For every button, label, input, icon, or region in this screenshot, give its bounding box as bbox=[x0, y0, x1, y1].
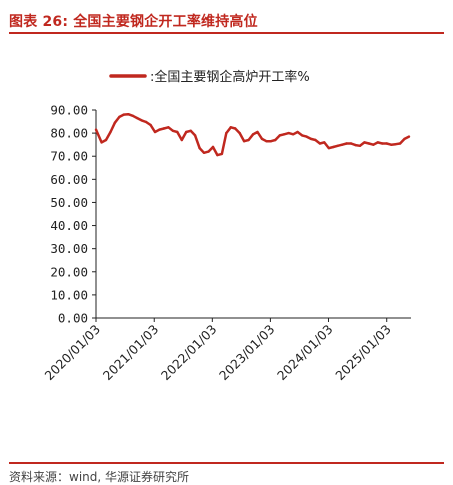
data-point bbox=[314, 138, 317, 142]
data-point bbox=[363, 141, 366, 144]
data-point bbox=[140, 119, 143, 122]
data-point bbox=[372, 143, 375, 146]
data-point bbox=[104, 138, 108, 142]
data-point bbox=[207, 150, 210, 153]
footer-divider bbox=[9, 462, 444, 464]
axes bbox=[95, 110, 411, 319]
data-point bbox=[167, 126, 170, 129]
data-point bbox=[198, 146, 201, 150]
data-point bbox=[269, 140, 273, 143]
data-point bbox=[398, 142, 402, 145]
data-point bbox=[403, 137, 406, 141]
data-point bbox=[109, 130, 112, 134]
data-point bbox=[394, 143, 397, 146]
data-point bbox=[381, 142, 384, 145]
chart-title: 图表 26: 全国主要钢企开工率维持高位 bbox=[9, 14, 258, 30]
data-point bbox=[247, 138, 250, 142]
data-point bbox=[318, 142, 322, 145]
data-point bbox=[136, 116, 139, 120]
data-point bbox=[229, 126, 232, 129]
line-chart: :全国主要钢企高炉开工率% 0.00 10.00 20.00 30.00 40.00 50… bbox=[42, 69, 411, 383]
data-point bbox=[354, 143, 357, 147]
x-tick-label: 2025/01/03 bbox=[332, 322, 394, 384]
data-point bbox=[367, 142, 371, 145]
data-point bbox=[292, 133, 295, 136]
data-point bbox=[118, 115, 121, 119]
y-tick-label: 90.00 bbox=[50, 103, 88, 118]
data-point bbox=[390, 143, 393, 146]
data-point bbox=[283, 133, 286, 136]
data-point bbox=[332, 145, 335, 149]
data-point bbox=[336, 144, 339, 147]
data-point bbox=[287, 131, 290, 135]
data-point bbox=[385, 142, 388, 145]
y-tick-label: 80.00 bbox=[50, 126, 88, 141]
data-point bbox=[176, 130, 179, 134]
data-point bbox=[407, 135, 411, 138]
y-tick-label: 50.00 bbox=[50, 195, 88, 210]
data-point bbox=[349, 142, 353, 145]
data-point bbox=[185, 130, 188, 134]
data-point bbox=[341, 143, 344, 146]
data-point bbox=[171, 129, 175, 132]
legend-label: :全国主要钢企高炉开工率% bbox=[150, 69, 310, 85]
data-point bbox=[100, 141, 103, 144]
data-point bbox=[300, 134, 304, 137]
data-point bbox=[149, 123, 152, 127]
x-tick-label: 2022/01/03 bbox=[158, 322, 220, 384]
data-point bbox=[265, 140, 268, 143]
data-point bbox=[113, 121, 117, 124]
x-tick-label: 2023/01/03 bbox=[216, 322, 278, 384]
data-point bbox=[193, 134, 197, 137]
data-point bbox=[144, 120, 148, 124]
data-point bbox=[225, 131, 228, 135]
data-point bbox=[131, 114, 134, 118]
x-ticks: 2020/01/032021/01/032022/01/032023/01/03… bbox=[42, 318, 394, 383]
data-point bbox=[122, 113, 126, 116]
data-point bbox=[158, 128, 161, 131]
data-point bbox=[274, 138, 277, 142]
data-point bbox=[256, 130, 259, 134]
data-point bbox=[323, 141, 326, 144]
data-point bbox=[260, 137, 264, 141]
data-point bbox=[327, 146, 330, 150]
data-point bbox=[238, 131, 241, 135]
data-point bbox=[216, 153, 219, 157]
data-point bbox=[234, 127, 237, 130]
data-point bbox=[153, 130, 157, 134]
y-tick-label: 0.00 bbox=[58, 311, 88, 326]
data-point bbox=[278, 134, 281, 137]
data-point bbox=[376, 141, 379, 144]
data-point bbox=[220, 152, 224, 156]
data-point bbox=[162, 127, 166, 130]
data-point bbox=[127, 113, 130, 116]
data-point bbox=[189, 129, 192, 132]
legend: :全国主要钢企高炉开工率% bbox=[109, 69, 310, 85]
data-point bbox=[305, 135, 308, 138]
data-point bbox=[296, 130, 299, 134]
x-tick-label: 2020/01/03 bbox=[42, 322, 104, 384]
y-tick-label: 10.00 bbox=[50, 287, 88, 302]
y-ticks: 0.00 10.00 20.00 30.00 40.00 50.00 60.00 70.00 8… bbox=[50, 103, 96, 326]
data-point bbox=[180, 138, 183, 142]
x-tick-label: 2024/01/03 bbox=[274, 322, 336, 384]
y-tick-label: 40.00 bbox=[50, 218, 88, 233]
x-tick-label: 2021/01/03 bbox=[100, 322, 162, 384]
data-point bbox=[358, 144, 362, 147]
data-point bbox=[211, 145, 215, 149]
data-point bbox=[242, 140, 246, 143]
data-point bbox=[345, 142, 348, 145]
y-tick-label: 60.00 bbox=[50, 172, 88, 187]
y-tick-label: 70.00 bbox=[50, 149, 88, 164]
y-tick-label: 30.00 bbox=[50, 241, 88, 256]
data-point bbox=[309, 137, 313, 141]
y-tick-label: 20.00 bbox=[50, 264, 88, 279]
data-point bbox=[251, 133, 255, 136]
data-point bbox=[202, 151, 206, 154]
data-points bbox=[94, 113, 411, 157]
title-divider bbox=[9, 32, 444, 34]
data-point bbox=[94, 128, 98, 131]
